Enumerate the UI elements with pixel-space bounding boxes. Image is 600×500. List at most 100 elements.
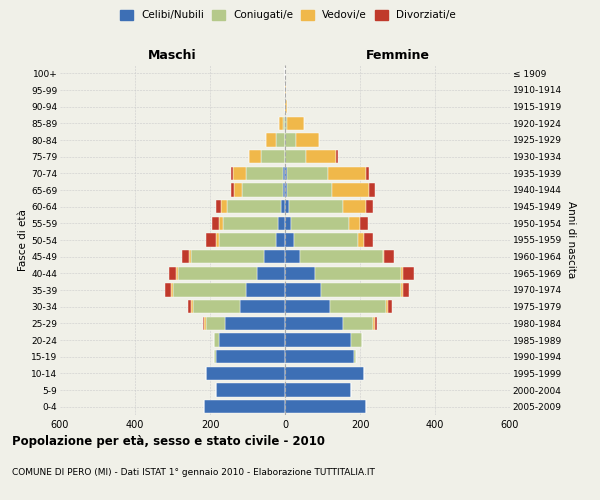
Bar (365, 200, 373, 213)
Bar (355, 350, 356, 364)
Bar (223, 216, 277, 230)
Bar (285, 216, 290, 230)
Bar (296, 134, 319, 146)
Bar (285, 116, 287, 130)
Bar (305, 150, 335, 164)
Bar (277, 216, 285, 230)
Bar (266, 134, 275, 146)
Bar (388, 300, 392, 314)
Bar (285, 366, 364, 380)
Bar (230, 166, 233, 180)
Bar (289, 200, 343, 213)
Bar (169, 266, 176, 280)
Text: Femmine: Femmine (365, 48, 430, 62)
Bar (364, 234, 373, 246)
Bar (358, 234, 364, 246)
Bar (285, 250, 300, 264)
Bar (315, 266, 401, 280)
Bar (285, 266, 315, 280)
Bar (373, 316, 375, 330)
Bar (283, 184, 285, 196)
Bar (285, 150, 305, 164)
Bar (365, 166, 370, 180)
Bar (328, 166, 365, 180)
Text: COMUNE DI PERO (MI) - Dati ISTAT 1° gennaio 2010 - Elaborazione TUTTITALIA.IT: COMUNE DI PERO (MI) - Dati ISTAT 1° genn… (12, 468, 375, 477)
Bar (214, 334, 220, 346)
Bar (335, 150, 337, 164)
Bar (265, 250, 285, 264)
Bar (221, 200, 227, 213)
Bar (215, 350, 285, 364)
Bar (375, 316, 377, 330)
Bar (250, 150, 260, 164)
Bar (287, 166, 328, 180)
Bar (385, 250, 394, 264)
Bar (190, 250, 191, 264)
Bar (403, 266, 415, 280)
Bar (285, 200, 289, 213)
Bar (285, 184, 287, 196)
Bar (176, 266, 178, 280)
Bar (285, 350, 355, 364)
Bar (285, 166, 287, 180)
Bar (220, 216, 223, 230)
Bar (285, 400, 365, 413)
Bar (214, 350, 215, 364)
Bar (178, 266, 257, 280)
Bar (257, 266, 285, 280)
Bar (300, 250, 383, 264)
Bar (320, 284, 401, 296)
Bar (285, 284, 320, 296)
Bar (343, 316, 373, 330)
Bar (191, 250, 265, 264)
Bar (349, 216, 360, 230)
Bar (182, 250, 190, 264)
Bar (285, 300, 330, 314)
Bar (165, 284, 170, 296)
Bar (215, 234, 220, 246)
Bar (285, 134, 296, 146)
Bar (206, 316, 225, 330)
Bar (225, 316, 285, 330)
Y-axis label: Anni di nascita: Anni di nascita (566, 202, 576, 278)
Bar (205, 316, 206, 330)
Bar (280, 116, 283, 130)
Bar (230, 184, 235, 196)
Bar (332, 184, 370, 196)
Bar (285, 100, 287, 114)
Bar (240, 300, 285, 314)
Bar (370, 184, 375, 196)
Bar (220, 234, 275, 246)
Bar (187, 300, 191, 314)
Bar (212, 216, 220, 230)
Bar (227, 200, 281, 213)
Bar (260, 150, 285, 164)
Bar (285, 84, 286, 96)
Bar (235, 184, 242, 196)
Legend: Celibi/Nubili, Coniugati/e, Vedovi/e, Divorziati/e: Celibi/Nubili, Coniugati/e, Vedovi/e, Di… (120, 10, 456, 20)
Bar (242, 184, 283, 196)
Bar (220, 334, 285, 346)
Bar (403, 284, 409, 296)
Bar (281, 200, 285, 213)
Bar (350, 334, 362, 346)
Bar (287, 184, 332, 196)
Bar (173, 284, 245, 296)
Bar (206, 234, 215, 246)
Bar (170, 284, 173, 296)
Bar (383, 250, 385, 264)
Bar (275, 234, 285, 246)
Bar (206, 366, 285, 380)
Bar (215, 384, 285, 396)
Bar (285, 384, 350, 396)
Bar (193, 300, 240, 314)
Bar (205, 400, 285, 413)
Bar (330, 300, 386, 314)
Bar (245, 284, 285, 296)
Bar (233, 166, 245, 180)
Text: Maschi: Maschi (148, 48, 197, 62)
Bar (203, 316, 205, 330)
Bar (215, 200, 221, 213)
Bar (343, 200, 365, 213)
Bar (386, 300, 388, 314)
